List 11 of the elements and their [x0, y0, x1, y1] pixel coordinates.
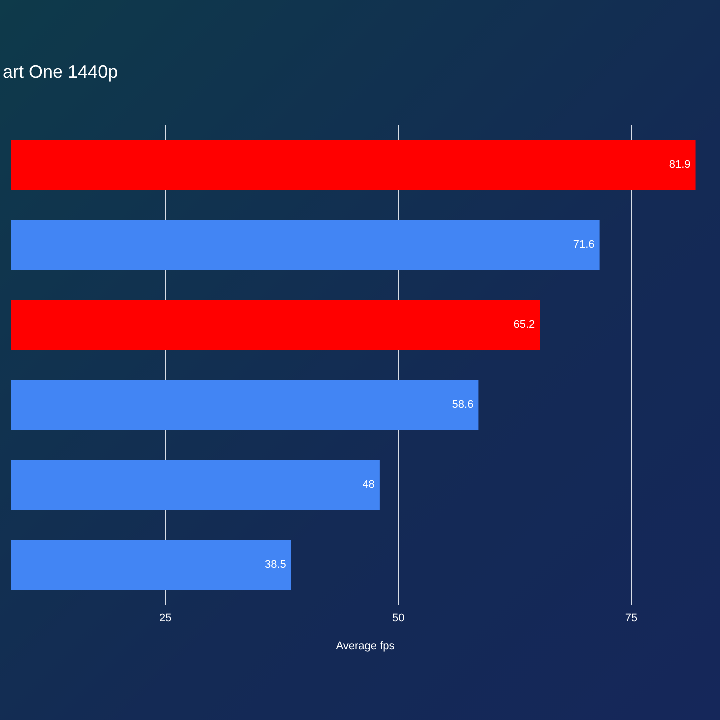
data-label: 38.5	[265, 559, 286, 571]
data-label: 65.2	[514, 319, 536, 331]
chart-title: art One 1440p	[3, 62, 118, 82]
data-label: 71.6	[573, 239, 595, 251]
data-label: 48	[362, 479, 375, 491]
x-axis-title: Average fps	[336, 640, 396, 652]
x-tick-label: 50	[392, 612, 405, 624]
data-label: 58.6	[452, 399, 474, 411]
data-label: 81.9	[669, 159, 691, 171]
x-tick-label: 25	[160, 612, 172, 624]
x-tick-label: 75	[625, 612, 638, 624]
